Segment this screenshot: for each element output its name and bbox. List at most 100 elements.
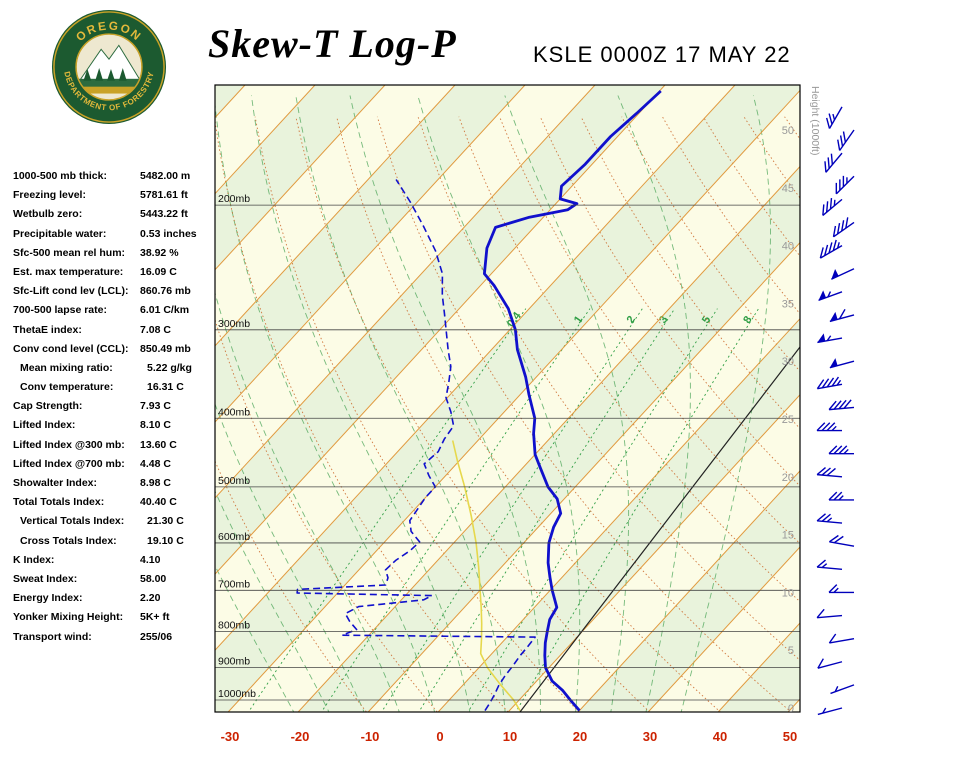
index-row: Wetbulb zero: 5443.22 ft [13, 205, 213, 224]
index-value: 8.10 C [140, 419, 171, 432]
index-row: Total Totals Index: 40.40 C [13, 493, 213, 512]
pressure-label: 800mb [218, 619, 250, 631]
index-value: 8.98 C [140, 477, 171, 489]
pressure-label: 200mb [218, 193, 250, 205]
height-tick-label: 30 [782, 356, 794, 368]
wind-barb-icon [817, 520, 843, 524]
isotherm-line [215, 85, 596, 499]
index-row: 1000-500 mb thick: 5482.00 m [13, 167, 213, 186]
dry-adiabat-line [907, 117, 960, 715]
isotherm-line [437, 317, 800, 712]
isotherm-line [647, 546, 800, 712]
index-label: Lifted Index @700 mb: [13, 457, 125, 470]
height-tick-label: 10 [782, 587, 794, 599]
index-label: Wetbulb zero: [13, 208, 83, 221]
height-tick-label: 0 [788, 703, 794, 715]
moist-adiabat-line [215, 100, 436, 712]
wind-barb-icon [817, 614, 843, 619]
index-row: K Index: 4.10 [13, 551, 213, 570]
index-label: Sfc-500 mean rel hum: [13, 246, 126, 259]
height-tick-label: 15 [782, 530, 794, 542]
height-axis-label: Height (1000ft) [809, 86, 821, 155]
isotherm-line [215, 85, 386, 271]
logo-mountain-scene [76, 44, 142, 94]
height-tick-label: 35 [782, 298, 794, 310]
index-row: Sfc-Lift cond lev (LCL): 860.76 mb [13, 282, 213, 301]
logo-gold-ring-outer [53, 11, 165, 123]
wind-barb-icon [829, 360, 855, 369]
index-row: Conv cond level (CCL): 850.49 mb [13, 340, 213, 359]
isotherm-line [215, 85, 316, 195]
index-label: Conv cond level (CCL): [13, 342, 129, 355]
dewpoint-curve [296, 179, 536, 712]
index-value: 5443.22 ft [140, 208, 188, 221]
index-row: ThetaE index: 7.08 C [13, 321, 213, 340]
dry-adiabat-line [784, 116, 800, 140]
wind-barb-column [816, 106, 855, 716]
index-label: Conv temperature: [20, 381, 114, 394]
pressure-label: 900mb [218, 656, 250, 668]
index-label: Sfc-Lift cond lev (LCL): [13, 285, 129, 298]
tree-icon [118, 67, 127, 81]
wind-barb-icon [839, 129, 855, 151]
isotherm-line [215, 85, 456, 347]
wind-barb-icon [817, 473, 843, 478]
index-value: 5K+ ft [140, 611, 170, 624]
tree-icon [83, 68, 92, 81]
index-value: 4.10 [140, 553, 161, 566]
index-label: Est. max temperature: [13, 265, 124, 278]
index-label: Lifted Index @300 mb: [13, 438, 125, 451]
index-label: Sweat Index: [13, 572, 78, 585]
index-row: Mean mixing ratio: 5.22 g/kg [13, 359, 213, 378]
index-row: Freezing level: 5781.61 ft [13, 186, 213, 205]
indices-panel: 1000-500 mb thick: 5482.00 m Freezing leve… [13, 167, 213, 647]
index-label: Showalter Index: [13, 477, 98, 489]
x-tick-label: -10 [361, 729, 380, 744]
index-row: Yonker Mixing Height: 5K+ ft [13, 608, 213, 627]
mixing-ratio-label: 8 [741, 314, 754, 326]
index-value: 58.00 [140, 572, 167, 585]
index-value: 38.92 % [140, 246, 179, 259]
wind-barb-icon [822, 198, 843, 216]
index-row: 700-500 lapse rate: 6.01 C/km [13, 301, 213, 320]
index-value: 19.10 C [147, 534, 184, 547]
pressure-label: 400mb [218, 406, 250, 418]
reference-line [519, 346, 800, 712]
pressure-label: 1000mb [218, 688, 256, 700]
wind-barb-icon [817, 661, 843, 669]
index-label: Precipitable water: [13, 227, 107, 240]
index-value: 5781.61 ft [140, 189, 188, 202]
index-label: Energy Index: [13, 592, 83, 605]
x-tick-label: 10 [503, 729, 517, 744]
wind-barb-icon [817, 566, 843, 570]
tree-icon [107, 68, 115, 81]
temperature-curve [483, 89, 662, 712]
logo-gold-ring-inner [75, 33, 143, 101]
index-value: 5482.00 m [140, 170, 191, 182]
height-tick-label: 40 [782, 241, 794, 253]
index-row: Lifted Index @700 mb: 4.48 C [13, 455, 213, 474]
pressure-label: 700mb [218, 578, 250, 590]
dry-adiabat-line [948, 117, 960, 715]
wind-barb-icon [829, 406, 855, 411]
index-row: Vertical Totals Index: 21.30 C [13, 512, 213, 531]
isotherm-line [227, 89, 800, 712]
wind-barb-icon [830, 684, 855, 695]
index-label: 700-500 lapse rate: [13, 304, 107, 317]
index-label: 1000-500 mb thick: [13, 170, 107, 182]
mixing-ratio-label: 2 [625, 314, 638, 326]
index-value: 860.76 mb [140, 285, 191, 298]
index-label: Total Totals Index: [13, 496, 105, 509]
index-label: K Index: [13, 553, 55, 566]
index-label: Transport wind: [13, 630, 92, 643]
index-label: Vertical Totals Index: [20, 515, 125, 528]
height-tick-label: 20 [782, 472, 794, 484]
height-tick-label: 5 [788, 645, 794, 657]
moist-adiabat-line [349, 95, 541, 712]
mixing-ratio-line [418, 308, 676, 712]
moist-adiabat-line [215, 291, 400, 712]
pressure-label: 500mb [218, 475, 250, 487]
index-label: Cap Strength: [13, 400, 83, 413]
isotherm-line [787, 698, 800, 712]
wind-barb-icon [818, 291, 843, 302]
